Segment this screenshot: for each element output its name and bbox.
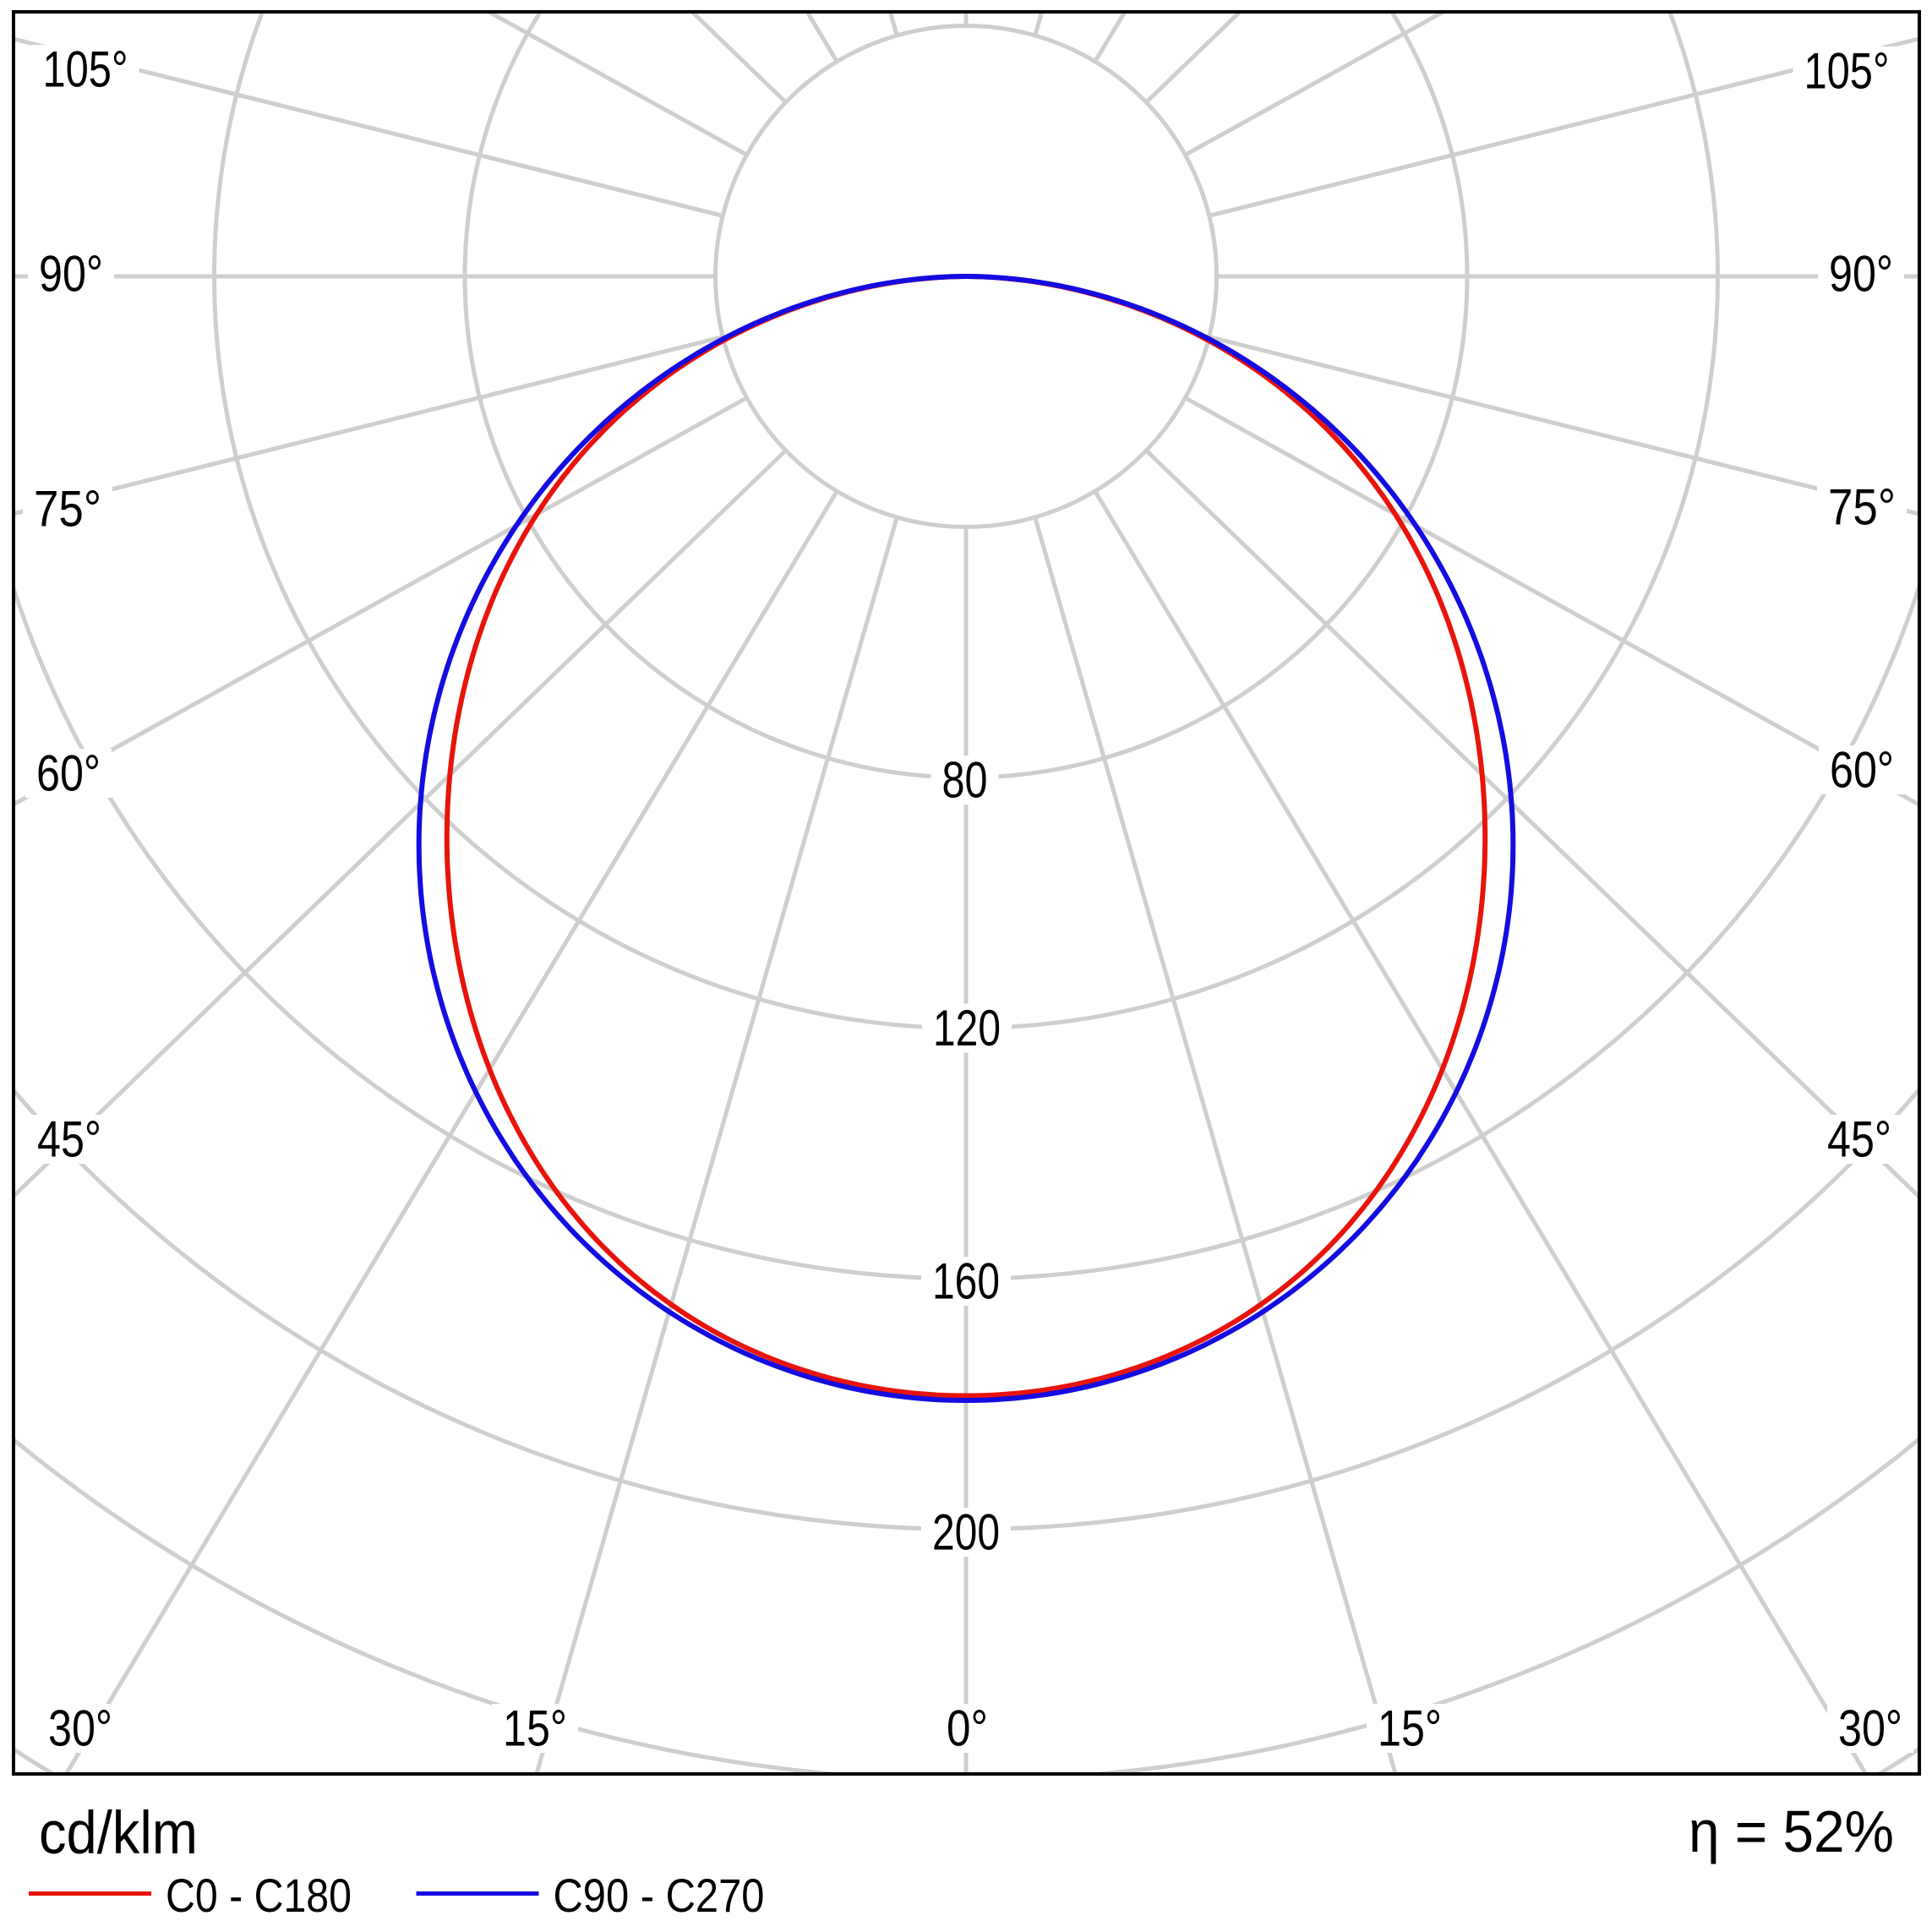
- svg-text:75°: 75°: [1828, 479, 1896, 536]
- svg-text:105°: 105°: [43, 41, 128, 98]
- svg-text:C0 - C180: C0 - C180: [166, 1869, 352, 1922]
- svg-text:200: 200: [932, 1504, 1000, 1561]
- svg-text:75°: 75°: [34, 481, 101, 538]
- svg-text:15°: 15°: [503, 1700, 567, 1757]
- svg-text:45°: 45°: [1827, 1111, 1891, 1168]
- svg-text:60°: 60°: [36, 745, 101, 802]
- svg-text:90°: 90°: [39, 246, 103, 303]
- svg-text:105°: 105°: [1804, 43, 1890, 100]
- svg-text:160: 160: [932, 1253, 1000, 1310]
- svg-text:30°: 30°: [1838, 1700, 1902, 1757]
- svg-text:45°: 45°: [37, 1111, 101, 1168]
- svg-text:80: 80: [942, 752, 988, 809]
- svg-text:120: 120: [933, 1000, 1001, 1056]
- svg-text:cd/klm: cd/klm: [39, 1800, 198, 1867]
- svg-text:C90 - C270: C90 - C270: [554, 1869, 765, 1922]
- svg-text:90°: 90°: [1829, 246, 1893, 303]
- svg-text:60°: 60°: [1830, 742, 1894, 799]
- svg-text:η = 52%: η = 52%: [1689, 1798, 1894, 1864]
- svg-text:0°: 0°: [947, 1700, 988, 1757]
- svg-text:30°: 30°: [48, 1700, 112, 1757]
- svg-text:15°: 15°: [1378, 1700, 1442, 1757]
